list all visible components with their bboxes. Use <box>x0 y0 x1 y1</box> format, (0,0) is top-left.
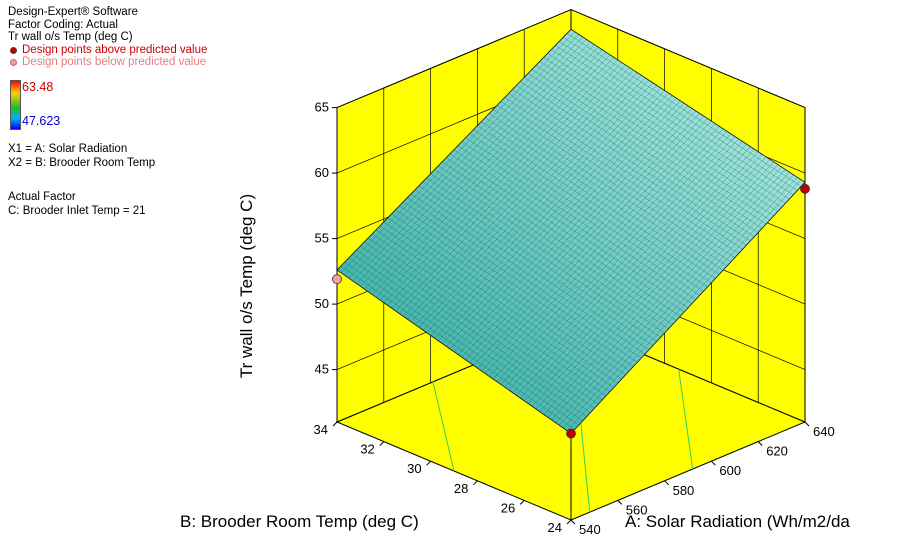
design-point <box>566 428 576 439</box>
b-tick-label: 28 <box>454 481 468 496</box>
a-tick-label: 640 <box>813 424 835 439</box>
floor-contour-line <box>432 381 455 472</box>
a-tick-mark <box>711 460 716 466</box>
b-tick-mark <box>379 441 385 446</box>
z-tick-label: 65 <box>315 100 329 115</box>
b-tick-mark <box>426 460 431 466</box>
a-tick-label: 540 <box>579 522 601 537</box>
design-point <box>800 183 810 194</box>
b-tick-label: 30 <box>407 461 421 476</box>
mesh-line <box>543 57 778 212</box>
factor-x2: X2 = B: Brooder Room Temp <box>8 156 156 169</box>
a-tick-mark <box>804 421 810 427</box>
legend-below: Design points below predicted value <box>8 56 207 69</box>
mesh-line <box>535 65 770 221</box>
mesh-line <box>344 34 579 276</box>
b-axis-title: B: Brooder Room Temp (deg C) <box>180 512 419 531</box>
mesh-line <box>360 44 595 287</box>
b-tick-label: 24 <box>548 520 562 535</box>
actual-factor-title: Actual Factor <box>8 191 76 203</box>
mesh-line <box>539 61 774 216</box>
floor-contour-line <box>678 369 694 470</box>
mesh-line <box>551 49 786 204</box>
factor-x1: X1 = A: Solar Radiation <box>8 143 128 155</box>
below-point-icon <box>10 59 17 67</box>
factor-coding: Factor Coding: Actual <box>8 18 118 31</box>
actual-factor: Actual Factor C: Brooder Inlet Temp = 21 <box>8 191 146 219</box>
z-tick-label: 50 <box>315 296 329 311</box>
factor-list: X1 = A: Solar Radiation X2 = B: Brooder … <box>8 143 155 171</box>
surface-mesh <box>340 31 802 431</box>
color-scale-bar <box>10 80 21 130</box>
b-tick-mark <box>519 500 525 505</box>
info-panel: Design-Expert® Software Factor Coding: A… <box>8 6 207 69</box>
response-name: Tr wall o/s Temp (deg C) <box>8 31 133 44</box>
legend-below-label: Design points below predicted value <box>22 56 207 69</box>
b-tick-mark <box>473 480 478 486</box>
z-axis-title: Tr wall o/s Temp (deg C) <box>237 194 256 378</box>
b-tick-label: 26 <box>501 500 515 515</box>
b-tick-mark <box>332 421 338 427</box>
z-tick-label: 55 <box>315 231 329 246</box>
legend-above: Design points above predicted value <box>8 44 207 57</box>
scale-max-label: 63.48 <box>22 80 54 94</box>
mesh-line <box>364 46 599 290</box>
a-tick-label: 600 <box>719 463 741 478</box>
a-tick-mark <box>570 519 576 525</box>
a-axis-title: A: Solar Radiation (Wh/m2/da <box>625 512 850 531</box>
z-tick-label: 60 <box>315 165 329 180</box>
mesh-line <box>567 33 802 187</box>
mesh-line <box>340 31 576 273</box>
a-tick-label: 580 <box>673 483 695 498</box>
mesh-line <box>371 52 607 295</box>
mesh-line <box>348 36 583 279</box>
a-tick-mark <box>757 441 763 446</box>
b-tick-label: 34 <box>314 422 328 437</box>
mesh-line <box>547 53 782 208</box>
legend-above-label: Design points above predicted value <box>22 43 208 56</box>
a-tick-mark <box>664 480 669 486</box>
mesh-line <box>368 49 603 292</box>
actual-factor-value: C: Brooder Inlet Temp = 21 <box>8 204 146 217</box>
mesh-line <box>375 54 611 298</box>
z-tick-label: 45 <box>315 362 329 377</box>
b-tick-mark <box>566 519 572 525</box>
a-tick-mark <box>617 500 623 505</box>
mesh-line <box>555 45 790 200</box>
mesh-line <box>559 41 794 195</box>
b-tick-label: 32 <box>360 442 374 457</box>
software-name: Design-Expert® Software <box>8 6 138 18</box>
scale-min-label: 47.623 <box>22 114 61 128</box>
above-point-icon <box>10 46 17 54</box>
mesh-line <box>356 41 591 284</box>
a-tick-label: 560 <box>626 502 648 517</box>
a-tick-label: 620 <box>766 444 788 459</box>
mesh-line <box>352 39 587 282</box>
mesh-line <box>563 37 798 191</box>
design-point <box>332 274 342 285</box>
